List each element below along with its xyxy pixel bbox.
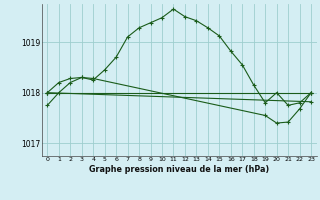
- X-axis label: Graphe pression niveau de la mer (hPa): Graphe pression niveau de la mer (hPa): [89, 165, 269, 174]
